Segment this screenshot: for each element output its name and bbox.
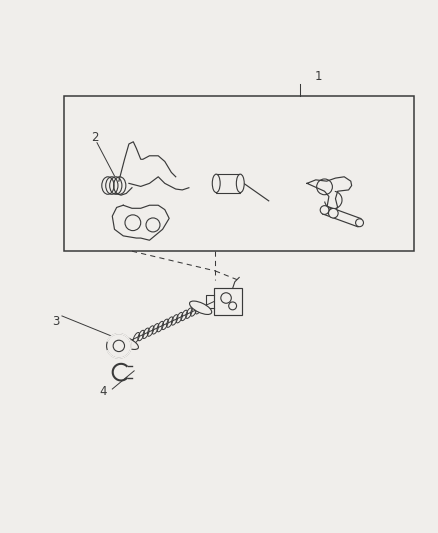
Bar (214, 288, 242, 314)
Ellipse shape (236, 174, 244, 192)
Text: 1: 1 (314, 70, 321, 83)
Bar (216, 174, 240, 192)
Ellipse shape (189, 301, 211, 314)
Text: 3: 3 (52, 314, 59, 328)
Ellipse shape (328, 208, 337, 218)
Circle shape (106, 334, 131, 358)
Ellipse shape (212, 174, 219, 192)
Ellipse shape (319, 206, 328, 214)
Bar (64, 96, 413, 251)
Ellipse shape (114, 335, 138, 350)
Text: 4: 4 (99, 385, 107, 398)
Ellipse shape (355, 219, 363, 227)
Text: 2: 2 (91, 131, 98, 144)
